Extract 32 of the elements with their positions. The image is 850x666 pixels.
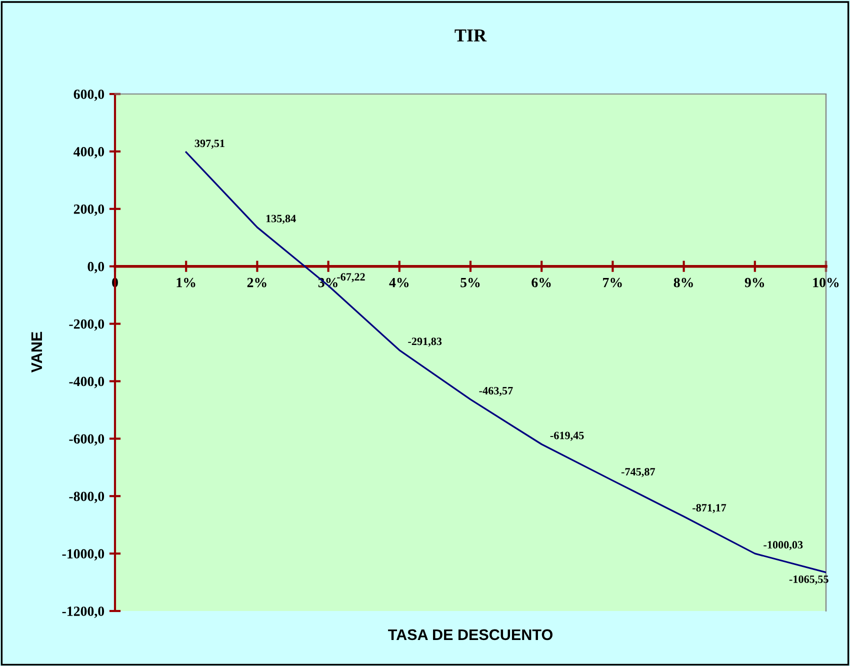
y-tick-label: -800,0 bbox=[69, 492, 104, 504]
x-tick-label: 9% bbox=[744, 278, 764, 288]
y-tick-label: 0,0 bbox=[88, 262, 104, 274]
data-label: -463,57 bbox=[479, 386, 513, 396]
y-tick-label: 200,0 bbox=[74, 204, 104, 216]
x-axis-title: TASA DE DESCUENTO bbox=[388, 629, 552, 640]
x-tick-label: 10% bbox=[813, 278, 839, 288]
y-tick-label: 600,0 bbox=[74, 90, 104, 101]
x-tick-label: 5% bbox=[460, 278, 480, 288]
chart-title: TIR bbox=[454, 30, 487, 42]
data-label: -1065,55 bbox=[789, 575, 828, 585]
x-tick-label: 8% bbox=[674, 278, 693, 288]
data-label: -745,87 bbox=[621, 468, 656, 478]
data-label: -619,45 bbox=[550, 432, 584, 441]
y-tick-label: -400,0 bbox=[69, 376, 104, 388]
data-label: 135,84 bbox=[266, 214, 296, 224]
x-tick-label: 7% bbox=[603, 278, 622, 288]
y-tick-label: -200,0 bbox=[69, 319, 104, 331]
y-axis-title: VANE bbox=[31, 332, 42, 373]
x-tick-label: 4% bbox=[389, 278, 409, 288]
y-tick-label: -1200,0 bbox=[62, 606, 104, 618]
data-label: -1000,03 bbox=[764, 541, 803, 550]
x-tick-label: 1% bbox=[176, 278, 196, 288]
y-tick-label: 400,0 bbox=[74, 147, 104, 158]
data-label: 397,51 bbox=[194, 140, 224, 149]
x-tick-label: 2% bbox=[247, 278, 266, 288]
y-tick-label: -600,0 bbox=[69, 434, 104, 446]
data-label: -291,83 bbox=[408, 338, 442, 347]
y-tick-label: -1000,0 bbox=[62, 549, 104, 561]
data-label: -67,22 bbox=[337, 273, 365, 282]
x-tick-label: 6% bbox=[532, 278, 551, 288]
data-label: -871,17 bbox=[692, 504, 726, 514]
